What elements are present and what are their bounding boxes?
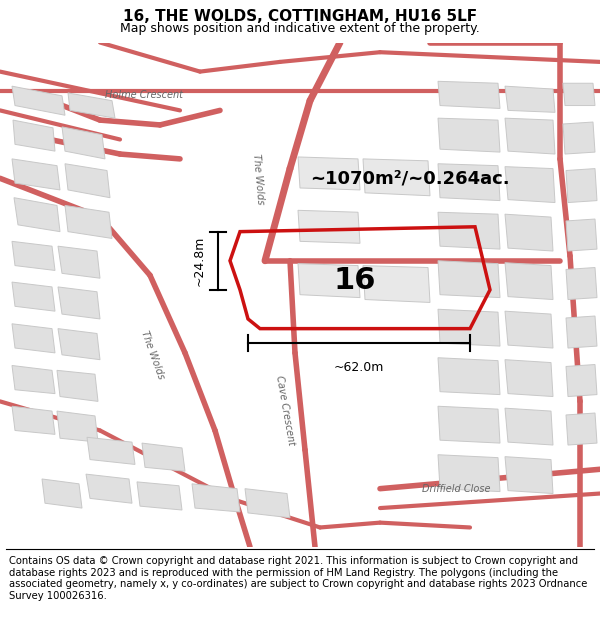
Polygon shape [563, 122, 595, 154]
Polygon shape [566, 169, 597, 202]
Polygon shape [438, 81, 500, 109]
Text: 16, THE WOLDS, COTTINGHAM, HU16 5LF: 16, THE WOLDS, COTTINGHAM, HU16 5LF [123, 9, 477, 24]
Polygon shape [438, 357, 500, 394]
Polygon shape [12, 324, 55, 353]
Polygon shape [68, 93, 115, 118]
Polygon shape [566, 413, 597, 445]
Polygon shape [245, 489, 290, 518]
Text: Driffield Close: Driffield Close [422, 484, 490, 494]
Polygon shape [14, 198, 60, 232]
Text: ~62.0m: ~62.0m [334, 361, 384, 374]
Polygon shape [12, 241, 55, 271]
Polygon shape [438, 164, 500, 201]
Polygon shape [505, 118, 555, 154]
Polygon shape [42, 479, 82, 508]
Polygon shape [57, 411, 98, 442]
Polygon shape [12, 406, 55, 434]
Polygon shape [58, 329, 100, 359]
Text: Cave Crescent: Cave Crescent [274, 375, 296, 446]
Polygon shape [298, 210, 360, 243]
Polygon shape [566, 219, 597, 251]
Polygon shape [12, 86, 65, 115]
Polygon shape [142, 443, 185, 471]
Polygon shape [57, 371, 98, 401]
Polygon shape [65, 164, 110, 198]
Polygon shape [563, 83, 595, 106]
Polygon shape [62, 127, 105, 159]
Polygon shape [58, 246, 100, 278]
Text: Map shows position and indicative extent of the property.: Map shows position and indicative extent… [120, 22, 480, 35]
Polygon shape [12, 366, 55, 394]
Polygon shape [505, 457, 553, 494]
Polygon shape [65, 206, 112, 238]
Polygon shape [298, 264, 360, 298]
Polygon shape [12, 282, 55, 311]
Polygon shape [438, 118, 500, 152]
Polygon shape [505, 214, 553, 251]
Text: The Wolds: The Wolds [251, 153, 265, 204]
Polygon shape [566, 316, 597, 348]
Polygon shape [192, 484, 240, 512]
Polygon shape [438, 213, 500, 249]
Polygon shape [438, 406, 500, 443]
Polygon shape [505, 311, 553, 348]
Polygon shape [363, 266, 430, 302]
Polygon shape [438, 309, 500, 346]
Text: ~1070m²/~0.264ac.: ~1070m²/~0.264ac. [310, 169, 510, 187]
Polygon shape [298, 157, 360, 190]
Polygon shape [505, 359, 553, 396]
Text: The Wolds: The Wolds [140, 329, 166, 381]
Polygon shape [137, 482, 182, 510]
Polygon shape [438, 455, 500, 492]
Polygon shape [505, 86, 555, 112]
Polygon shape [505, 408, 553, 445]
Polygon shape [58, 287, 100, 319]
Text: Contains OS data © Crown copyright and database right 2021. This information is : Contains OS data © Crown copyright and d… [9, 556, 587, 601]
Polygon shape [13, 120, 55, 151]
Polygon shape [566, 268, 597, 299]
Text: 16: 16 [334, 266, 376, 294]
Polygon shape [87, 438, 135, 464]
Polygon shape [566, 364, 597, 396]
Polygon shape [86, 474, 132, 503]
Polygon shape [438, 261, 500, 298]
Polygon shape [12, 159, 60, 190]
Polygon shape [505, 167, 555, 202]
Polygon shape [363, 159, 430, 196]
Polygon shape [505, 262, 553, 299]
Text: Holme Crescent: Holme Crescent [105, 91, 183, 101]
Text: ~24.8m: ~24.8m [193, 236, 206, 286]
